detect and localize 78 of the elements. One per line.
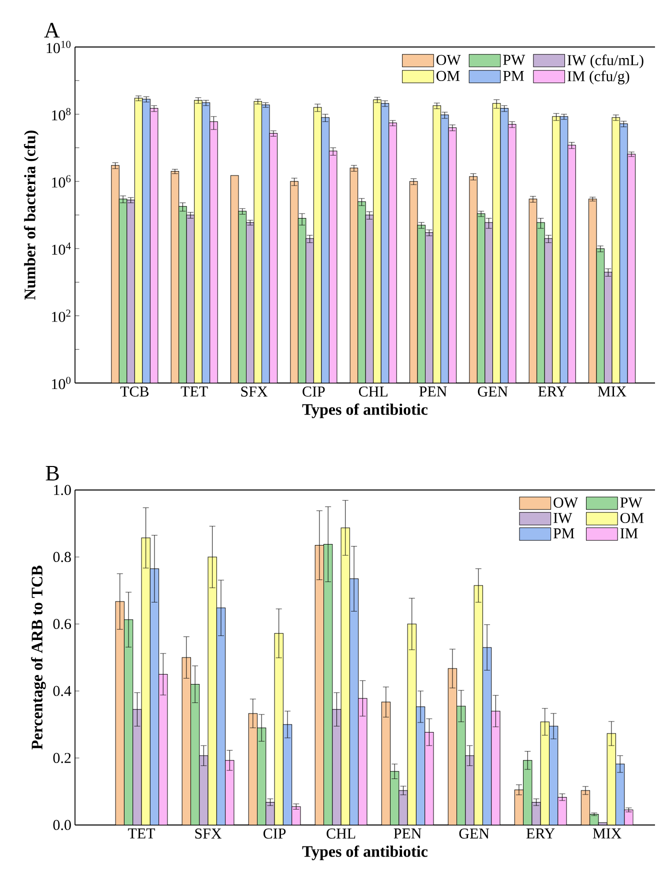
x-tick-label: SFX xyxy=(195,828,222,839)
y-tick-label: 10$^{0}$ xyxy=(52,376,71,390)
bar xyxy=(491,710,500,825)
x-tick-label: TET xyxy=(180,386,208,396)
bar xyxy=(257,728,266,825)
x-tick-label: GEN xyxy=(459,828,490,839)
y-tick-label: 1.0 xyxy=(54,484,71,496)
bar xyxy=(190,684,200,825)
legend-label: IW xyxy=(554,513,572,524)
legend-label: OM xyxy=(436,70,460,81)
bar xyxy=(523,760,532,825)
y-axis-title: Percentage of ARB to TCB xyxy=(31,566,46,750)
bar xyxy=(580,790,590,825)
bar xyxy=(390,771,400,825)
bar xyxy=(292,806,301,825)
y-tick-label: 10$^{6}$ xyxy=(52,175,71,188)
legend-label: OW xyxy=(554,498,578,508)
x-tick-label: SFX xyxy=(241,386,268,397)
y-tick-label: 0.8 xyxy=(53,552,71,562)
bar xyxy=(324,544,333,825)
x-tick-label: MIX xyxy=(592,828,622,838)
bar xyxy=(398,790,408,825)
bar xyxy=(456,706,466,825)
legend-label: PW xyxy=(620,498,642,508)
bar xyxy=(624,810,634,825)
x-tick-label: CHL xyxy=(326,828,356,839)
bar xyxy=(332,709,342,825)
bar xyxy=(115,601,124,825)
chart-title: B xyxy=(46,466,59,480)
x-tick-label: MIX xyxy=(598,386,626,396)
x-tick-label: PEN xyxy=(394,828,422,838)
y-tick-label: 0.0 xyxy=(53,820,71,830)
y-tick-label: 0.4 xyxy=(53,686,72,696)
y-tick-label: 10$^{2}$ xyxy=(52,310,70,322)
bar xyxy=(465,755,474,825)
bar xyxy=(266,802,275,825)
legend-label: IM (cfu/g) xyxy=(568,70,630,84)
bar xyxy=(132,709,142,825)
bar xyxy=(358,698,368,825)
legend-label: IW (cfu/mL) xyxy=(568,54,644,68)
bar xyxy=(314,545,324,825)
x-axis-title: Types of antibiotic xyxy=(302,845,428,860)
x-axis-title: Types of antibiotic xyxy=(302,403,428,418)
x-tick-label: ERY xyxy=(526,828,555,838)
y-tick-label: 10$^{8}$ xyxy=(52,108,71,120)
x-tick-label: GEN xyxy=(478,386,508,397)
bar xyxy=(532,802,541,825)
bar xyxy=(448,668,458,825)
chart-title: A xyxy=(44,22,60,38)
y-tick-label: 0.2 xyxy=(53,752,71,764)
bar xyxy=(590,814,599,825)
x-tick-label: TET xyxy=(128,828,156,838)
legend-label: OW xyxy=(436,54,461,66)
x-tick-label: PEN xyxy=(419,386,447,396)
x-tick-label: CHL xyxy=(358,386,388,397)
legend-label: OM xyxy=(620,512,644,524)
bar xyxy=(558,796,567,825)
bar xyxy=(424,732,434,825)
bar xyxy=(381,702,391,825)
bar xyxy=(158,674,168,825)
legend-label: PW xyxy=(503,54,526,65)
bar xyxy=(124,619,134,825)
x-tick-label: CIP xyxy=(302,386,325,397)
x-tick-label: ERY xyxy=(538,386,567,396)
y-tick-label: 10$^{4}$ xyxy=(52,242,71,255)
y-tick-label: 10$^{10}$ xyxy=(46,40,71,54)
legend-label: PM xyxy=(553,528,574,538)
bar xyxy=(514,790,524,825)
x-tick-label: CIP xyxy=(263,828,286,839)
y-axis-title: Number of bacteria (cfu) xyxy=(24,130,39,300)
legend-label: PM xyxy=(503,70,524,81)
bar xyxy=(225,760,234,825)
bar xyxy=(199,755,208,825)
x-tick-label: TCB xyxy=(120,386,149,397)
bar xyxy=(248,713,258,825)
y-tick-label: 0.6 xyxy=(53,618,72,630)
legend-label: IM xyxy=(620,528,638,538)
bar xyxy=(182,657,191,825)
